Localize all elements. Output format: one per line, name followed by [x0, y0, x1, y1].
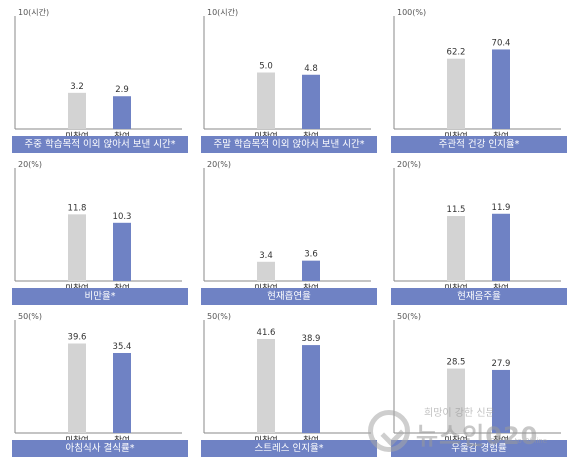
chart-title: 현재음주율	[391, 288, 567, 305]
chart-title: 주말 학습목적 이외 앉아서 보낸 시간*	[201, 136, 377, 153]
value-label: 41.6	[257, 328, 276, 338]
value-label: 2.9	[115, 85, 129, 95]
bar-non-participant	[447, 216, 465, 281]
chart-panel: 10(시간)3.2미참여2.9참여주중 학습목적 이외 앉아서 보낸 시간*	[12, 6, 188, 156]
y-axis-unit: 20(%)	[18, 160, 42, 169]
chart-panel: 20(%)3.4미참여3.6참여현재흡연율	[201, 158, 377, 308]
value-label: 38.9	[302, 334, 321, 344]
bar-chart: 50(%)41.6미참여38.9참여	[203, 312, 371, 446]
bar-chart: 10(시간)5.0미참여4.8참여	[203, 7, 371, 142]
y-axis-unit: 50(%)	[397, 312, 421, 321]
value-label: 3.6	[304, 250, 318, 260]
chart-panel: 50(%)28.5미참여27.9참여우울감 경험률	[391, 310, 567, 460]
value-label: 5.0	[259, 62, 273, 72]
bar-non-participant	[257, 72, 275, 129]
y-axis-unit: 20(%)	[397, 160, 421, 169]
value-label: 11.9	[492, 203, 511, 213]
y-axis-unit: 50(%)	[18, 312, 42, 321]
y-axis-unit: 50(%)	[207, 312, 231, 321]
value-label: 11.5	[447, 205, 466, 215]
bar-participant	[113, 352, 131, 433]
value-label: 27.9	[492, 359, 511, 369]
chart-panel: 20(%)11.8미참여10.3참여비만율*	[12, 158, 188, 308]
bar-non-participant	[257, 338, 275, 433]
y-axis-unit: 10(시간)	[207, 7, 238, 17]
y-axis-unit: 20(%)	[207, 160, 231, 169]
chart-title: 주관적 건강 인지율*	[391, 136, 567, 153]
chart-panel: 50(%)41.6미참여38.9참여스트레스 인지율*	[201, 310, 377, 460]
chart-panel: 100(%)62.2미참여70.4참여주관적 건강 인지율*	[391, 6, 567, 156]
value-label: 10.3	[113, 212, 132, 222]
chart-title: 현재흡연율	[201, 288, 377, 305]
chart-title: 아침식사 결식률*	[12, 440, 188, 457]
value-label: 3.2	[70, 82, 84, 92]
chart-title: 우울감 경험률	[391, 440, 567, 457]
bar-chart: 20(%)11.8미참여10.3참여	[14, 160, 182, 294]
bar-non-participant	[447, 368, 465, 433]
y-axis-unit: 10(시간)	[18, 7, 49, 17]
bar-participant	[302, 74, 320, 129]
bar-chart: 100(%)62.2미참여70.4참여	[393, 8, 561, 142]
bar-participant	[302, 260, 320, 281]
bar-non-participant	[257, 261, 275, 281]
bar-participant	[113, 222, 131, 281]
value-label: 35.4	[113, 342, 132, 352]
chart-title: 스트레스 인지율*	[201, 440, 377, 457]
chart-title: 주중 학습목적 이외 앉아서 보낸 시간*	[12, 136, 188, 153]
chart-panel: 20(%)11.5미참여11.9참여현재음주율	[391, 158, 567, 308]
bar-participant	[492, 49, 510, 129]
bar-chart: 20(%)11.5미참여11.9참여	[393, 160, 561, 294]
bar-non-participant	[68, 92, 86, 129]
value-label: 62.2	[447, 48, 466, 58]
bar-chart: 50(%)39.6미참여35.4참여	[14, 312, 182, 446]
value-label: 4.8	[304, 64, 318, 74]
value-label: 3.4	[259, 251, 273, 261]
value-label: 70.4	[492, 38, 511, 48]
bar-non-participant	[68, 343, 86, 433]
chart-title: 비만율*	[12, 288, 188, 305]
bar-chart: 50(%)28.5미참여27.9참여	[393, 312, 561, 446]
y-axis-unit: 100(%)	[397, 8, 426, 17]
bar-participant	[492, 213, 510, 281]
bar-chart: 10(시간)3.2미참여2.9참여	[14, 7, 182, 142]
bar-participant	[492, 369, 510, 433]
bar-participant	[113, 96, 131, 129]
bar-non-participant	[68, 214, 86, 281]
chart-panel: 50(%)39.6미참여35.4참여아침식사 결식률*	[12, 310, 188, 460]
chart-panel: 10(시간)5.0미참여4.8참여주말 학습목적 이외 앉아서 보낸 시간*	[201, 6, 377, 156]
value-label: 28.5	[447, 358, 466, 368]
value-label: 39.6	[68, 333, 87, 343]
value-label: 11.8	[68, 203, 87, 213]
bar-chart: 20(%)3.4미참여3.6참여	[203, 160, 371, 294]
bar-non-participant	[447, 58, 465, 129]
bar-participant	[302, 345, 320, 433]
